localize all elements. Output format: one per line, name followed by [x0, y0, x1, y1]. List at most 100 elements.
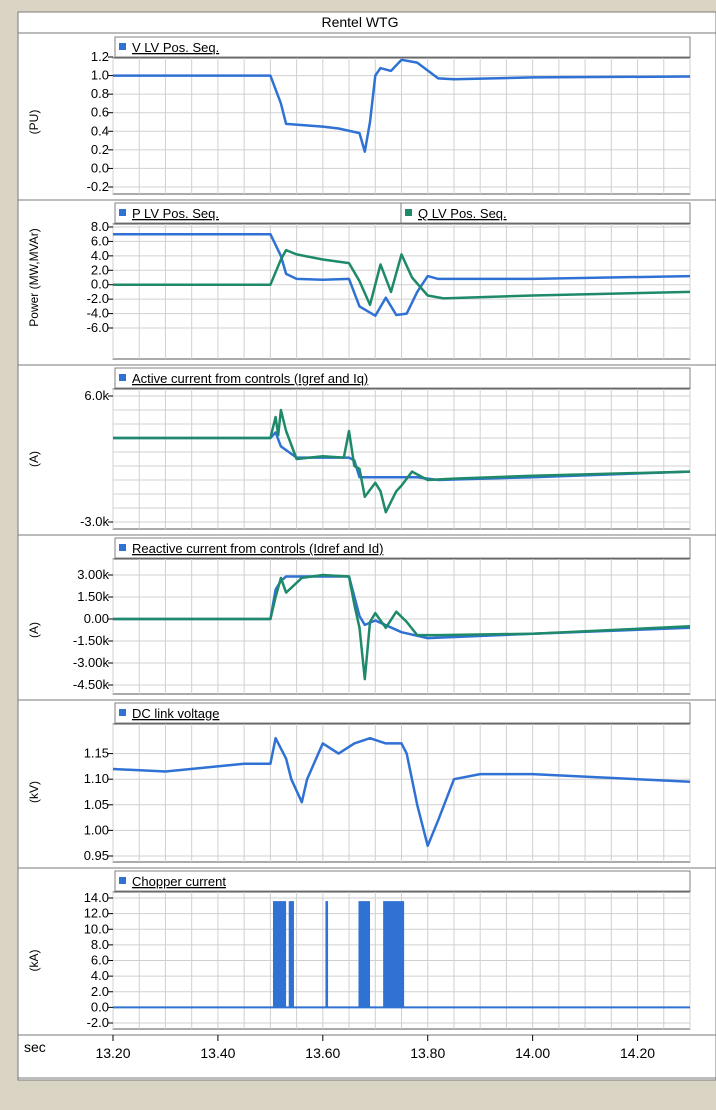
- plot-panels: 1.2 1.0 0.8 0.6 0.4 0.2 0.0 -0.2 (PU) V LV Pos. S…: [18, 36, 716, 1036]
- y-axis-label: (A): [27, 622, 41, 638]
- series-group: [113, 58, 691, 153]
- y-tick-label: 14.0: [84, 890, 109, 905]
- series-line: [113, 575, 691, 640]
- y-tick-label: 0.95: [84, 848, 109, 863]
- legend-box: [114, 870, 691, 892]
- panel-3: 6.0k -3.0k (A) Active current from controls…: [18, 367, 716, 536]
- panel-1: 1.2 1.0 0.8 0.6 0.4 0.2 0.0 -0.2 (PU) V LV Pos. S…: [18, 36, 716, 201]
- legend-box: [114, 702, 691, 724]
- y-tick-label: 0.00: [84, 611, 109, 626]
- y-tick-label: -3.00k: [73, 655, 110, 670]
- x-tick-label: 14.00: [515, 1045, 550, 1061]
- y-tick-label: 1.05: [84, 797, 109, 812]
- y-tick-label: 2.0: [91, 984, 109, 999]
- x-tick-label: 14.20: [620, 1045, 655, 1061]
- series-group: [113, 901, 690, 1009]
- y-tick-label: -2.0: [87, 291, 109, 306]
- series-line: [113, 573, 691, 681]
- y-tick-label: -2.0: [87, 1015, 109, 1030]
- y-tick-label: 6.0: [91, 233, 109, 248]
- x-tick-label: 13.40: [200, 1045, 235, 1061]
- x-axis-unit: sec: [24, 1039, 46, 1055]
- legend-label: DC link voltage: [132, 706, 219, 721]
- x-tick-label: 13.80: [410, 1045, 445, 1061]
- y-tick-label: 0.8: [91, 86, 109, 101]
- y-tick-label: 2.0: [91, 262, 109, 277]
- legend-swatch: [119, 43, 126, 50]
- y-tick-label: 6.0: [91, 953, 109, 968]
- y-tick-label: 3.00k: [77, 567, 109, 582]
- legend-swatch: [119, 709, 126, 716]
- y-tick-label: 0.2: [91, 142, 109, 157]
- y-tick-label: 1.10: [84, 771, 109, 786]
- x-tick-label: 13.60: [305, 1045, 340, 1061]
- series-line: [113, 408, 691, 514]
- series-line: [112, 736, 691, 848]
- y-axis-label: (PU): [27, 110, 41, 135]
- legend-box: [114, 367, 691, 389]
- y-tick-label: 8.0: [91, 937, 109, 952]
- chopper-pulse: [272, 901, 287, 1008]
- legend-label: Reactive current from controls (Idref an…: [132, 541, 383, 556]
- y-tick-label: -3.0k: [80, 514, 109, 529]
- y-tick-label: 0.0: [91, 999, 109, 1014]
- series-group: [112, 736, 691, 848]
- series-group: [113, 232, 691, 317]
- window-title: Rentel WTG: [321, 14, 398, 30]
- chopper-pulse: [288, 901, 294, 1008]
- y-tick-label: 1.00: [84, 822, 109, 837]
- series-group: [113, 408, 691, 514]
- y-tick-label: 8.0: [91, 219, 109, 234]
- chopper-pulse: [325, 901, 329, 1008]
- y-tick-label: -4.0: [87, 306, 109, 321]
- legend-label: Chopper current: [132, 874, 226, 889]
- chopper-pulse: [383, 901, 405, 1008]
- legend-box: [114, 36, 691, 58]
- x-tick-label: 13.20: [95, 1045, 130, 1061]
- legend-swatch: [119, 544, 126, 551]
- y-axis-label: (A): [27, 451, 41, 467]
- y-axis-label: (kA): [27, 950, 41, 972]
- series-line: [113, 248, 691, 307]
- y-tick-label: -0.2: [87, 179, 109, 194]
- y-tick-label: -6.0: [87, 320, 109, 335]
- legend-swatch: [119, 209, 126, 216]
- y-tick-label: 4.0: [91, 248, 109, 263]
- panel-2: 8.06.04.02.00.0-2.0-4.0-6.0 Power (MW,MVA…: [18, 202, 716, 366]
- legend-label: P LV Pos. Seq.: [132, 206, 219, 221]
- y-tick-label: 10.0: [84, 921, 109, 936]
- chopper-pulse: [358, 901, 371, 1008]
- y-axis-label: (kV): [27, 781, 41, 803]
- panel-6: 14.012.010.08.06.04.02.00.0-2.0 (kA) Chopp…: [18, 870, 716, 1036]
- y-axis-label: Power (MW,MVAr): [27, 228, 41, 326]
- y-tick-label: 0.4: [91, 123, 109, 138]
- series-line: [113, 232, 691, 317]
- y-tick-label: 12.0: [84, 906, 109, 921]
- y-tick-label: 0.6: [91, 105, 109, 120]
- y-tick-label: 4.0: [91, 968, 109, 983]
- panel-5: 1.15 1.10 1.05 1.00 0.95 (kV) DC link voltage: [18, 702, 716, 869]
- y-tick-label: 1.2: [91, 49, 109, 64]
- panel-4: 3.00k 1.50k 0.00 -1.50k -3.00k -4.50k (A) React…: [18, 537, 716, 701]
- y-tick-label: 0.0: [91, 160, 109, 175]
- legend-label: V LV Pos. Seq.: [132, 40, 219, 55]
- legend-swatch: [119, 374, 126, 381]
- y-tick-label: 1.0: [91, 68, 109, 83]
- y-tick-label: -1.50k: [73, 633, 110, 648]
- y-tick-label: -4.50k: [73, 677, 110, 692]
- y-tick-label: 0.0: [91, 277, 109, 292]
- legend-swatch: [405, 209, 412, 216]
- x-axis: sec 13.20 13.40 13.60 13.80 14.00 14.20: [18, 1035, 716, 1079]
- legend-box: [400, 202, 691, 224]
- legend-box: [114, 537, 691, 559]
- legend-label: Q LV Pos. Seq.: [418, 206, 507, 221]
- y-tick-label: 1.50k: [77, 589, 109, 604]
- y-tick-label: 1.15: [84, 746, 109, 761]
- series-line: [113, 58, 691, 153]
- legend-label: Active current from controls (Igref and …: [132, 371, 368, 386]
- series-group: [113, 573, 691, 681]
- y-tick-label: 6.0k: [84, 388, 109, 403]
- legend-swatch: [119, 877, 126, 884]
